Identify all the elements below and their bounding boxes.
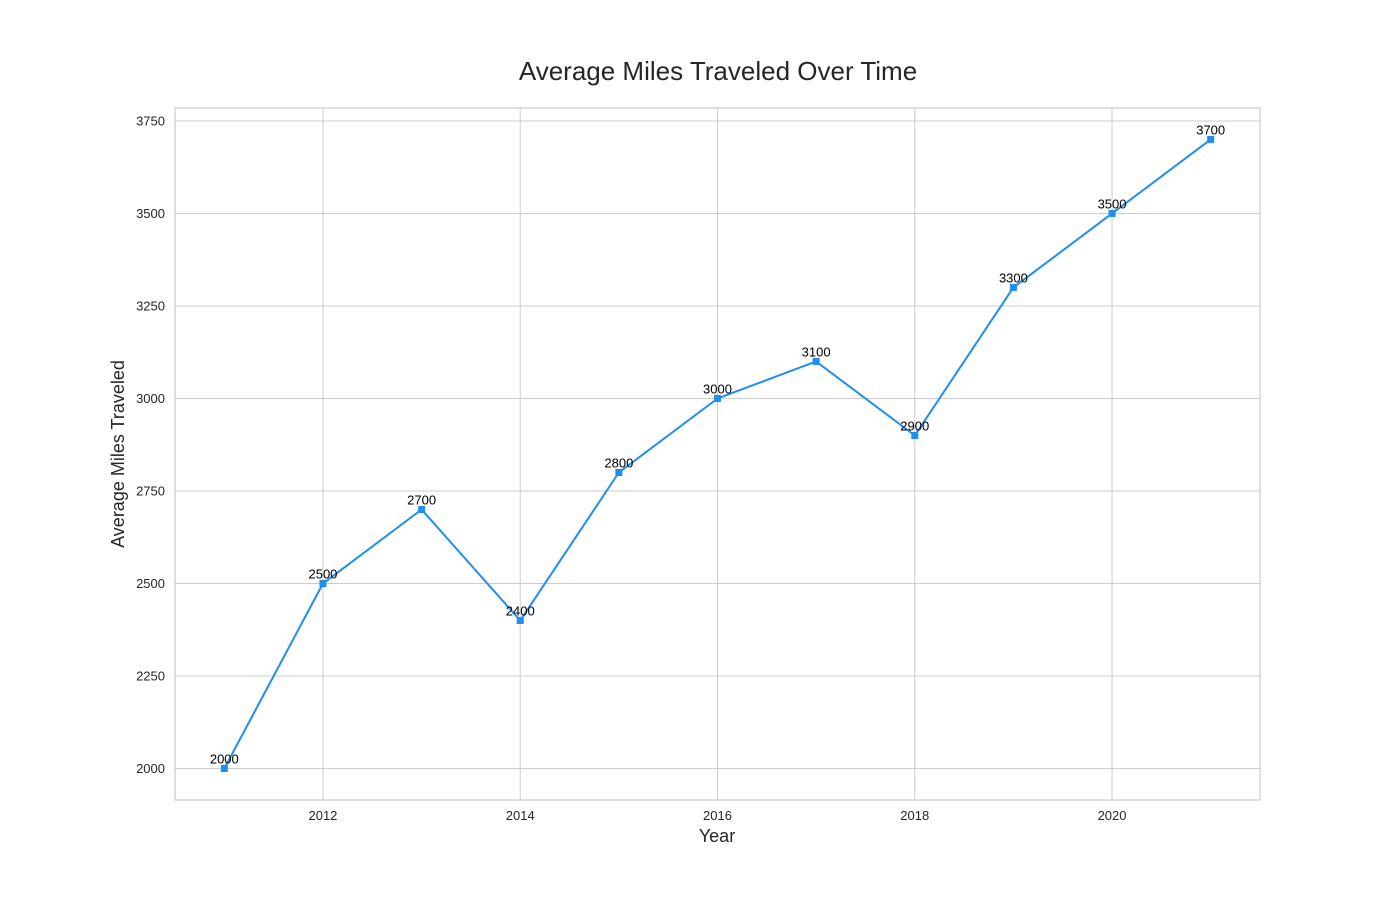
y-tick-label-2500: 2500 <box>136 576 165 591</box>
x-tick-label-2012: 2012 <box>308 808 337 823</box>
y-tick-label-2750: 2750 <box>136 484 165 499</box>
y-axis-ticks: 2000 2250 2500 2750 3000 3250 3500 3750 <box>136 113 165 776</box>
data-point-2016 <box>714 394 721 402</box>
plot-frame <box>174 107 1261 801</box>
data-point-2012 <box>319 580 327 588</box>
data-labels: 2000 2500 2700 2400 2800 3000 3100 2900 3300 3500… <box>210 122 1225 766</box>
x-axis-label: Year <box>699 826 735 846</box>
data-point-2011 <box>220 765 228 773</box>
chart-title: Average Miles Traveled Over Time <box>519 56 917 86</box>
x-tick-label-2020: 2020 <box>1098 808 1127 823</box>
y-tick-label-3000: 3000 <box>136 391 165 406</box>
data-label-2015: 2800 <box>604 456 633 471</box>
y-tick-label-3500: 3500 <box>136 206 165 221</box>
data-label-2019: 3300 <box>999 270 1028 285</box>
data-markers <box>220 135 1215 773</box>
data-point-2020 <box>1108 209 1116 217</box>
data-label-2018: 2900 <box>900 418 929 433</box>
y-tick-label-2000: 2000 <box>136 761 165 776</box>
x-tick-label-2014: 2014 <box>506 808 535 823</box>
data-label-2017: 3100 <box>802 344 831 359</box>
data-point-2017 <box>812 357 820 365</box>
x-tick-label-2018: 2018 <box>900 808 929 823</box>
grid <box>175 108 1260 800</box>
data-point-2015 <box>615 469 623 477</box>
data-label-2013: 2700 <box>407 493 436 508</box>
data-label-2012: 2500 <box>308 567 337 582</box>
x-axis-ticks: 2012 2014 2016 2018 2020 <box>308 808 1126 823</box>
y-axis-label: Average Miles Traveled <box>108 360 128 548</box>
data-point-2021 <box>1207 135 1215 143</box>
data-point-2013 <box>418 506 426 514</box>
data-label-2011: 2000 <box>210 752 239 767</box>
x-tick-label-2016: 2016 <box>703 808 732 823</box>
data-point-2018 <box>911 431 919 439</box>
data-label-2020: 3500 <box>1098 196 1127 211</box>
data-label-2014: 2400 <box>506 604 535 619</box>
y-tick-label-3750: 3750 <box>136 113 165 128</box>
data-label-2016: 3000 <box>703 381 732 396</box>
y-tick-label-2250: 2250 <box>136 669 165 684</box>
data-point-2014 <box>516 617 524 625</box>
data-point-2019 <box>1009 283 1017 291</box>
y-tick-label-3250: 3250 <box>136 298 165 313</box>
data-label-2021: 3700 <box>1196 122 1225 137</box>
